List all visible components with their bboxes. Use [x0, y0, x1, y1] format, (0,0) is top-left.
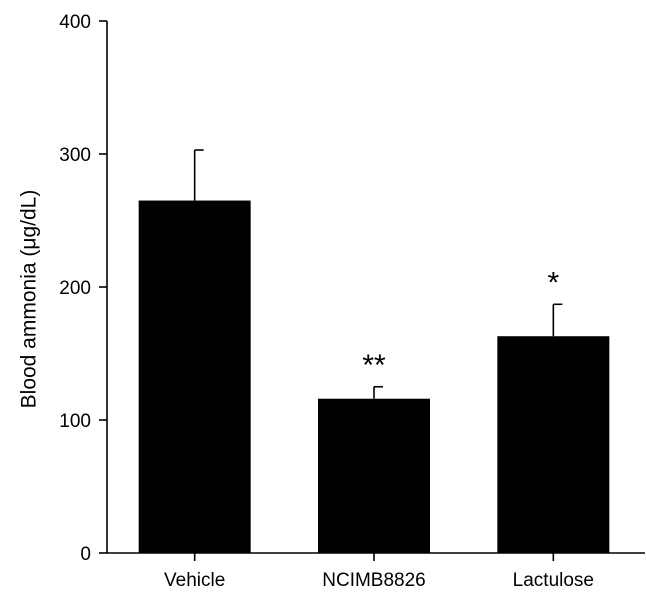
y-tick-label: 0 [80, 544, 91, 565]
y-tick-label: 100 [59, 411, 91, 432]
significance-marker: ** [362, 349, 386, 382]
x-axis-ticks: Vehicle NCIMB8826 Lactulose [164, 553, 594, 591]
bar-ncimb8826 [318, 398, 430, 553]
error-bars [193, 149, 563, 399]
significance-marker: * [547, 266, 559, 299]
x-tick-label: Vehicle [164, 570, 225, 591]
y-tick-label: 300 [59, 145, 91, 166]
y-axis-ticks: 0 100 200 300 400 [59, 12, 107, 565]
bars [138, 200, 610, 554]
bar-lactulose [497, 336, 610, 553]
y-tick-label: 200 [59, 278, 91, 299]
bar-vehicle [138, 200, 251, 554]
x-tick-label: NCIMB8826 [322, 570, 426, 591]
x-tick-label: Lactulose [513, 570, 594, 591]
significance-markers: *** [362, 266, 559, 381]
y-tick-label: 400 [59, 12, 91, 33]
y-axis-title: Blood ammonia (μg/dL) [17, 190, 40, 409]
